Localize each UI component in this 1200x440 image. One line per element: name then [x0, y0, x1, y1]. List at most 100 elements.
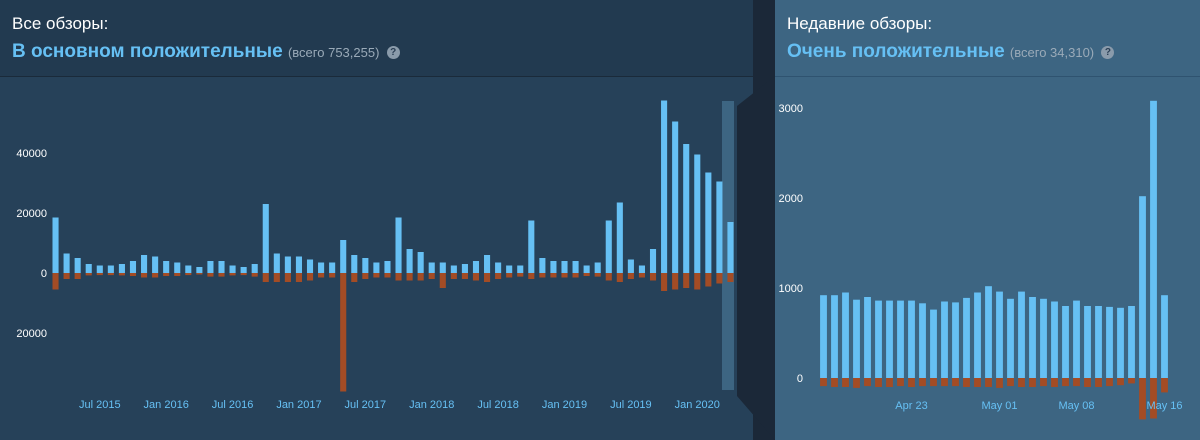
- negative-bar[interactable]: [196, 273, 203, 275]
- negative-bar[interactable]: [141, 273, 148, 278]
- negative-bar[interactable]: [384, 273, 391, 278]
- negative-bar[interactable]: [96, 273, 103, 276]
- negative-bar[interactable]: [594, 273, 601, 277]
- positive-bar[interactable]: [1150, 100, 1157, 379]
- negative-bar[interactable]: [107, 273, 114, 276]
- negative-bar[interactable]: [495, 273, 502, 279]
- positive-bar[interactable]: [561, 261, 568, 273]
- negative-bar[interactable]: [605, 273, 612, 281]
- negative-bar[interactable]: [329, 273, 336, 278]
- positive-bar[interactable]: [152, 256, 159, 274]
- negative-bar[interactable]: [1106, 378, 1113, 387]
- positive-bar[interactable]: [672, 121, 679, 274]
- negative-bar[interactable]: [583, 273, 590, 276]
- positive-bar[interactable]: [251, 264, 258, 273]
- negative-bar[interactable]: [716, 273, 723, 284]
- positive-bar[interactable]: [661, 100, 668, 274]
- negative-bar[interactable]: [705, 273, 712, 287]
- positive-bar[interactable]: [406, 249, 413, 273]
- positive-bar[interactable]: [985, 286, 992, 378]
- negative-bar[interactable]: [672, 273, 679, 290]
- positive-bar[interactable]: [627, 259, 634, 274]
- positive-bar[interactable]: [1007, 298, 1014, 378]
- positive-bar[interactable]: [362, 258, 369, 273]
- negative-bar[interactable]: [472, 273, 480, 281]
- positive-bar[interactable]: [952, 302, 959, 378]
- positive-bar[interactable]: [594, 262, 601, 274]
- positive-bar[interactable]: [1018, 291, 1025, 378]
- positive-bar[interactable]: [683, 144, 690, 273]
- positive-bar[interactable]: [875, 300, 882, 378]
- positive-bar[interactable]: [1117, 307, 1124, 378]
- positive-bar[interactable]: [842, 292, 849, 379]
- negative-bar[interactable]: [1084, 378, 1091, 387]
- positive-bar[interactable]: [716, 181, 723, 274]
- negative-bar[interactable]: [886, 378, 893, 387]
- negative-bar[interactable]: [461, 273, 468, 279]
- negative-bar[interactable]: [649, 273, 657, 281]
- positive-bar[interactable]: [96, 265, 103, 274]
- positive-bar[interactable]: [616, 202, 623, 274]
- positive-bar[interactable]: [107, 265, 114, 274]
- positive-bar[interactable]: [52, 217, 59, 274]
- positive-bar[interactable]: [583, 265, 590, 274]
- negative-bar[interactable]: [831, 378, 838, 387]
- negative-bar[interactable]: [572, 273, 579, 278]
- positive-bar[interactable]: [306, 259, 314, 274]
- negative-bar[interactable]: [118, 273, 125, 276]
- negative-bar[interactable]: [506, 273, 513, 278]
- negative-bar[interactable]: [406, 273, 413, 281]
- positive-bar[interactable]: [727, 222, 734, 273]
- positive-bar[interactable]: [908, 300, 915, 378]
- positive-bar[interactable]: [864, 297, 871, 378]
- negative-bar[interactable]: [1062, 378, 1069, 387]
- positive-bar[interactable]: [141, 255, 148, 273]
- positive-bar[interactable]: [572, 261, 579, 273]
- positive-bar[interactable]: [1084, 306, 1091, 378]
- negative-bar[interactable]: [1095, 378, 1102, 387]
- negative-bar[interactable]: [484, 273, 491, 282]
- positive-bar[interactable]: [395, 217, 402, 274]
- positive-bar[interactable]: [649, 249, 657, 273]
- positive-bar[interactable]: [174, 262, 181, 274]
- positive-bar[interactable]: [85, 264, 92, 273]
- negative-bar[interactable]: [550, 273, 557, 278]
- negative-bar[interactable]: [439, 273, 446, 288]
- positive-bar[interactable]: [1029, 297, 1036, 378]
- negative-bar[interactable]: [351, 273, 358, 282]
- negative-bar[interactable]: [318, 273, 325, 278]
- negative-bar[interactable]: [218, 273, 225, 277]
- negative-bar[interactable]: [1018, 378, 1025, 387]
- positive-bar[interactable]: [373, 262, 380, 274]
- negative-bar[interactable]: [727, 273, 734, 282]
- negative-bar[interactable]: [1139, 378, 1146, 420]
- negative-bar[interactable]: [295, 273, 302, 282]
- positive-bar[interactable]: [853, 299, 860, 378]
- negative-bar[interactable]: [1073, 378, 1080, 387]
- positive-bar[interactable]: [284, 256, 291, 274]
- negative-bar[interactable]: [864, 378, 871, 387]
- positive-bar[interactable]: [694, 154, 701, 274]
- negative-bar[interactable]: [963, 378, 970, 387]
- positive-bar[interactable]: [820, 295, 827, 378]
- negative-bar[interactable]: [941, 378, 948, 387]
- positive-bar[interactable]: [1106, 306, 1113, 378]
- positive-bar[interactable]: [163, 261, 170, 273]
- help-icon[interactable]: ?: [1101, 46, 1115, 59]
- negative-bar[interactable]: [1128, 378, 1135, 384]
- positive-bar[interactable]: [461, 264, 468, 273]
- negative-bar[interactable]: [694, 273, 701, 290]
- positive-bar[interactable]: [1062, 306, 1069, 378]
- negative-bar[interactable]: [539, 273, 546, 278]
- negative-bar[interactable]: [1150, 378, 1157, 419]
- negative-bar[interactable]: [616, 273, 623, 282]
- negative-bar[interactable]: [985, 378, 992, 387]
- negative-bar[interactable]: [74, 273, 81, 279]
- negative-bar[interactable]: [284, 273, 291, 282]
- positive-bar[interactable]: [528, 220, 535, 274]
- positive-bar[interactable]: [495, 262, 502, 274]
- positive-bar[interactable]: [831, 295, 838, 378]
- negative-bar[interactable]: [428, 273, 435, 279]
- negative-bar[interactable]: [528, 273, 535, 279]
- negative-bar[interactable]: [240, 273, 247, 276]
